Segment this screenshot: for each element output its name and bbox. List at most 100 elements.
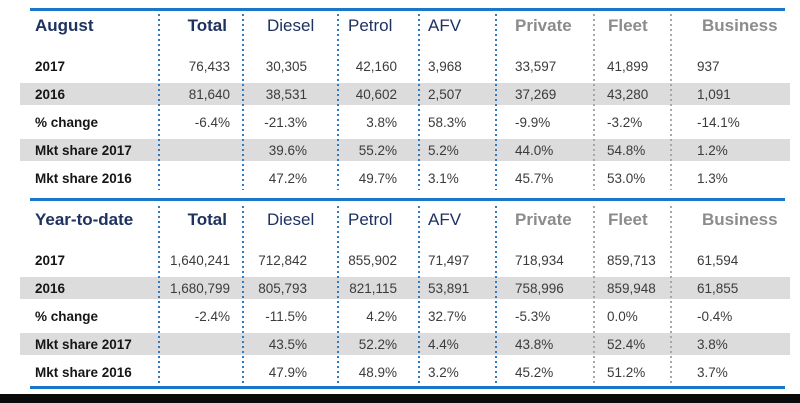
column-header-business: Business <box>702 16 778 35</box>
column-separator <box>337 206 339 384</box>
table-cell: 52.4% <box>607 336 646 352</box>
column-separator <box>337 14 339 190</box>
column-header-fleet: Fleet <box>608 210 648 229</box>
table-row: Mkt share 2017 39.6% 55.2% 5.2% 44.0% 54.8% 1.… <box>20 136 790 164</box>
table-cell: 61,594 <box>697 252 739 268</box>
column-separator <box>593 14 595 190</box>
table-row: Mkt share 2017 43.5% 52.2% 4.4% 43.8% 52.4% 3.… <box>20 330 790 358</box>
row-label: 2016 <box>35 280 66 296</box>
column-separator <box>495 206 497 384</box>
table-cell: 53.0% <box>607 170 646 186</box>
row-label: 2016 <box>35 86 66 102</box>
table-row: % change -6.4% -21.3% 3.8% 58.3% -9.9% -3.2% -1… <box>20 108 790 136</box>
table-body: 2017 1,640,241 712,842 855,902 71,497 718,934… <box>20 246 790 386</box>
table-cell: 41,899 <box>607 58 649 74</box>
column-header-private: Private <box>515 16 572 35</box>
table-cell: 53,891 <box>428 280 470 296</box>
table-cell: 39.6% <box>268 142 307 158</box>
column-separator <box>670 14 672 190</box>
table-cell: 1.2% <box>697 142 728 158</box>
table-row: 2017 76,433 30,305 42,160 3,968 33,597 41,899 9… <box>20 52 790 80</box>
bottom-rule <box>30 386 785 389</box>
table-cell: -6.4% <box>194 114 230 130</box>
table-cell: -21.3% <box>264 114 307 130</box>
table-cell: 4.2% <box>366 308 397 324</box>
table-cell: 58.3% <box>428 114 467 130</box>
table-cell: 5.2% <box>428 142 459 158</box>
table-cell: 805,793 <box>258 280 307 296</box>
table-cell: 2,507 <box>428 86 462 102</box>
table-cell: 1,640,241 <box>169 252 230 268</box>
row-label: 2017 <box>35 58 66 74</box>
table-cell: 3.7% <box>697 364 728 380</box>
table-cell: -2.4% <box>194 308 230 324</box>
table-cell: 54.8% <box>607 142 646 158</box>
table-cell: -0.4% <box>697 308 733 324</box>
table-cell: 81,640 <box>188 86 230 102</box>
table-cell: -9.9% <box>515 114 551 130</box>
column-separator <box>242 14 244 190</box>
row-label: % change <box>35 114 99 130</box>
row-label: 2017 <box>35 252 66 268</box>
table-cell: 76,433 <box>188 58 230 74</box>
table-cell: 937 <box>697 58 720 74</box>
table-cell: 1,680,799 <box>169 280 230 296</box>
table-cell: 758,996 <box>515 280 564 296</box>
table-cell: 3.1% <box>428 170 459 186</box>
table-cell: -5.3% <box>515 308 551 324</box>
table-cell: 42,160 <box>355 58 397 74</box>
column-header-total: Total <box>187 16 227 35</box>
column-header-petrol: Petrol <box>348 16 393 35</box>
table-cell: 859,948 <box>607 280 656 296</box>
table-cell: 52.2% <box>358 336 397 352</box>
section-title: August <box>35 16 94 35</box>
table-cell: 718,934 <box>515 252 564 268</box>
table-cell: 55.2% <box>358 142 397 158</box>
column-separator <box>418 206 420 384</box>
table-cell: 3.8% <box>366 114 397 130</box>
row-label: Mkt share 2017 <box>35 336 132 352</box>
table-cell: -3.2% <box>607 114 643 130</box>
table-cell: 859,713 <box>607 252 656 268</box>
table-cell: 3.2% <box>428 364 459 380</box>
row-label: Mkt share 2016 <box>35 170 132 186</box>
table-row: Mkt share 2016 47.2% 49.7% 3.1% 45.7% 53.0% 1.… <box>20 164 790 192</box>
table-row: Mkt share 2016 47.9% 48.9% 3.2% 45.2% 51.2% 3.… <box>20 358 790 386</box>
column-header-total: Total <box>187 210 227 229</box>
column-separator <box>418 14 420 190</box>
column-header-business: Business <box>702 210 778 229</box>
table-cell: -11.5% <box>265 308 307 324</box>
column-header-diesel: Diesel <box>267 210 315 229</box>
table-cell: 61,855 <box>697 280 739 296</box>
row-label: Mkt share 2016 <box>35 364 132 380</box>
table-row: 2016 81,640 38,531 40,602 2,507 37,269 43,280 1… <box>20 80 790 108</box>
table-cell: 51.2% <box>607 364 646 380</box>
table-cell: 38,531 <box>265 86 307 102</box>
table-cell: 43.8% <box>515 336 554 352</box>
row-label: Mkt share 2017 <box>35 142 132 158</box>
table-cell: 821,115 <box>349 280 397 296</box>
bottom-edge-bar <box>0 394 800 403</box>
table-cell: 712,842 <box>258 252 307 268</box>
section-title: Year-to-date <box>35 210 134 229</box>
section-divider-rule <box>30 198 785 201</box>
column-separator <box>158 14 160 190</box>
column-header-afv: AFV <box>428 210 462 229</box>
table-header-row: Year-to-date Total Diesel Petrol AFV Private… <box>20 204 790 236</box>
table-cell: 44.0% <box>515 142 554 158</box>
table-cell: 45.7% <box>515 170 554 186</box>
table-cell: 43,280 <box>607 86 649 102</box>
column-header-diesel: Diesel <box>267 16 315 35</box>
column-separator <box>495 14 497 190</box>
column-separator <box>242 206 244 384</box>
table-cell: 0.0% <box>607 308 638 324</box>
column-separator <box>158 206 160 384</box>
column-separator <box>593 206 595 384</box>
column-header-fleet: Fleet <box>608 16 648 35</box>
table-cell: 855,902 <box>348 252 397 268</box>
table-cell: 45.2% <box>515 364 554 380</box>
table-cell: 3.8% <box>697 336 728 352</box>
column-header-private: Private <box>515 210 572 229</box>
table-cell: 3,968 <box>428 58 462 74</box>
